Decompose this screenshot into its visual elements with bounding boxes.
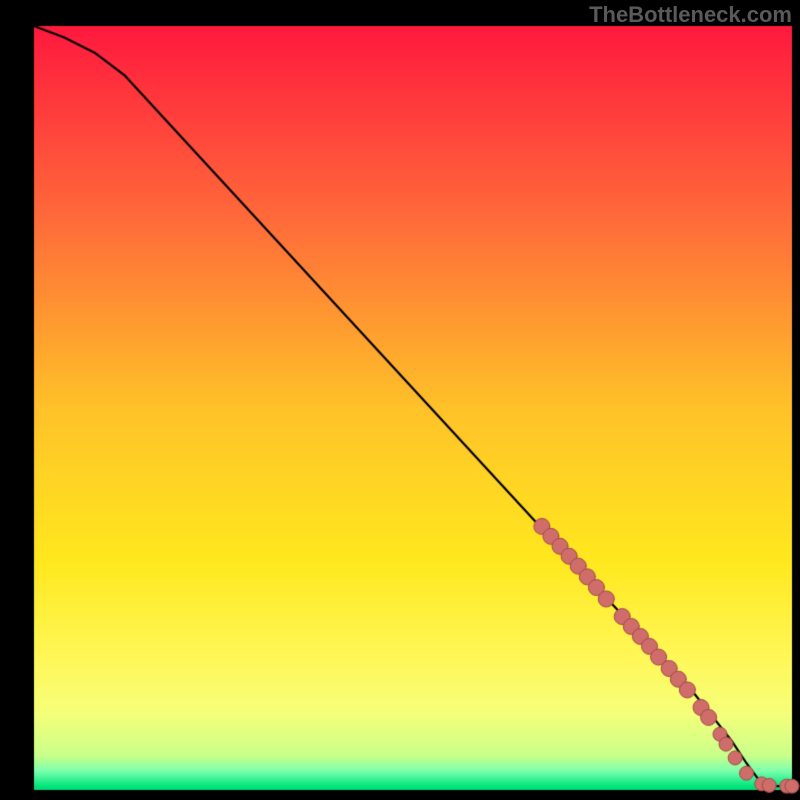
bottleneck-chart-canvas: [0, 0, 800, 800]
watermark-label: TheBottleneck.com: [589, 2, 792, 28]
chart-root: TheBottleneck.com: [0, 0, 800, 800]
